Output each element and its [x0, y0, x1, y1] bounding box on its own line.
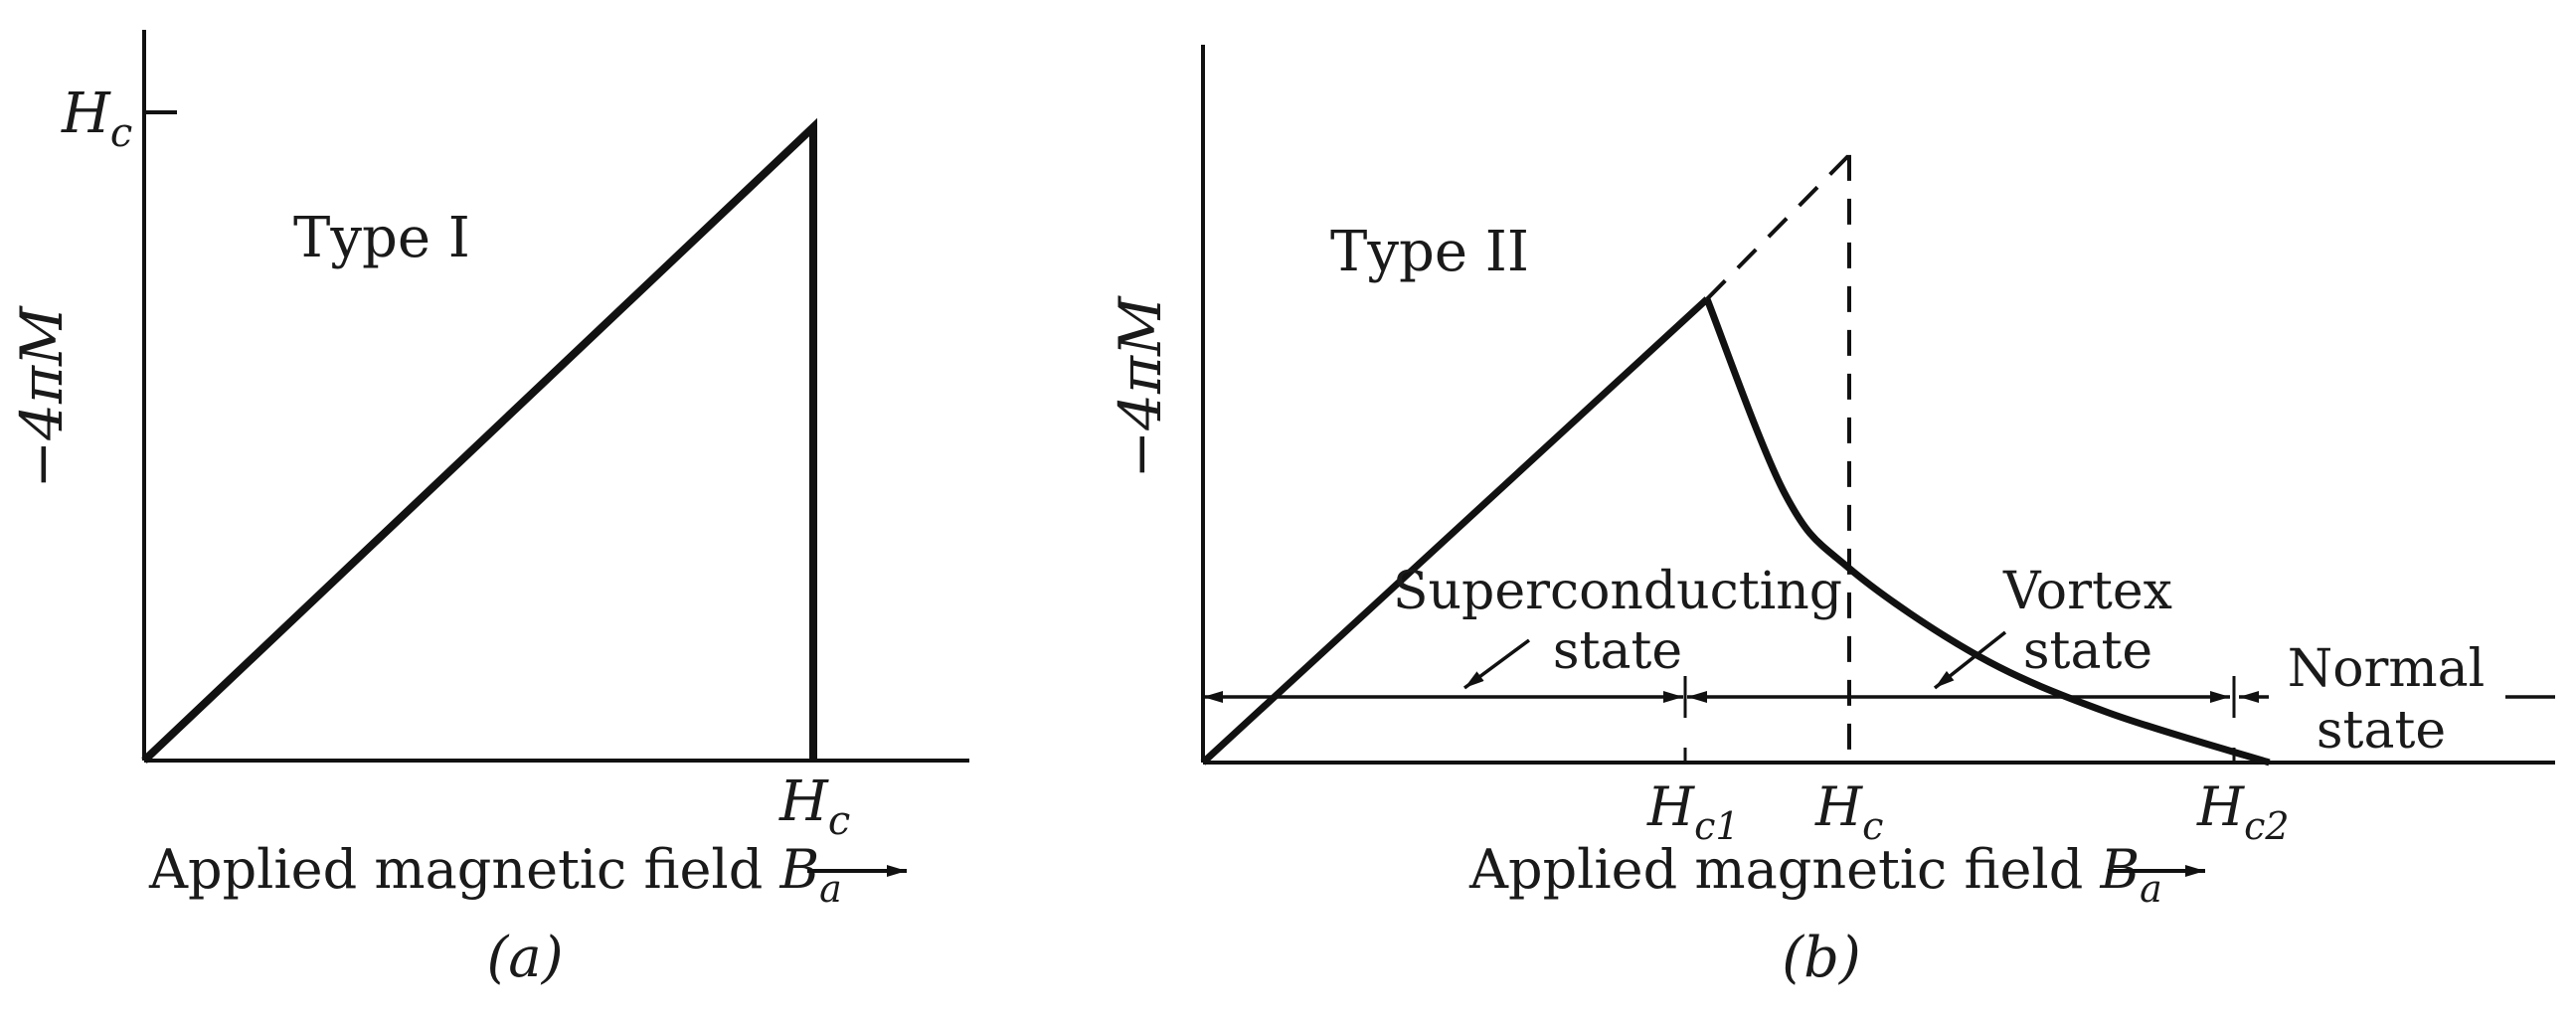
normal-label-line2: state: [2317, 701, 2446, 761]
panel-b-type1-dashed-extension: [1705, 153, 1851, 301]
panel-a-title: Type I: [293, 206, 470, 270]
superconducting-pointer-arrow: [1462, 638, 1531, 690]
panel-a-y-tick-label: Hc: [61, 82, 132, 156]
superconducting-label-line2: state: [1553, 621, 1682, 681]
panel-a-caption: (a): [486, 926, 563, 990]
panel-a-y-axis-label: −4πM: [8, 305, 76, 489]
panel-b-meissner-line: [1200, 296, 1710, 766]
vortex-label-line1: Vortex: [2002, 562, 2172, 621]
vortex-label-line2: state: [2023, 621, 2152, 681]
panel-a-magnetization-curve: [141, 117, 817, 764]
panel-b-y-axis-label: −4πM: [1107, 295, 1174, 479]
hc-tick-label: Hc: [1814, 775, 1883, 848]
panel-b-x-axis-label: Applied magnetic field Ba: [1468, 838, 2162, 911]
panel-a-x-tick-label: Hc: [778, 769, 850, 844]
hc2-tick-label: Hc2: [2196, 775, 2290, 848]
panel-b-vortex-curve: [1703, 297, 2271, 767]
panel-b-caption: (b): [1782, 926, 1861, 990]
vortex-pointer-arrow: [1933, 630, 2007, 690]
panel-a-x-axis-label: Applied magnetic field Ba: [148, 838, 842, 911]
panel-b: Type II −4πM Superconducting state Vorte…: [1107, 45, 2555, 990]
panel-b-title: Type II: [1330, 220, 1529, 284]
panel-a: Hc Type I −4πM Hc Applied magnetic field…: [8, 30, 969, 990]
hc1-tick-label: Hc1: [1646, 775, 1740, 848]
superconducting-label-line1: Superconducting: [1393, 562, 1842, 621]
normal-label-line1: Normal: [2288, 639, 2486, 699]
